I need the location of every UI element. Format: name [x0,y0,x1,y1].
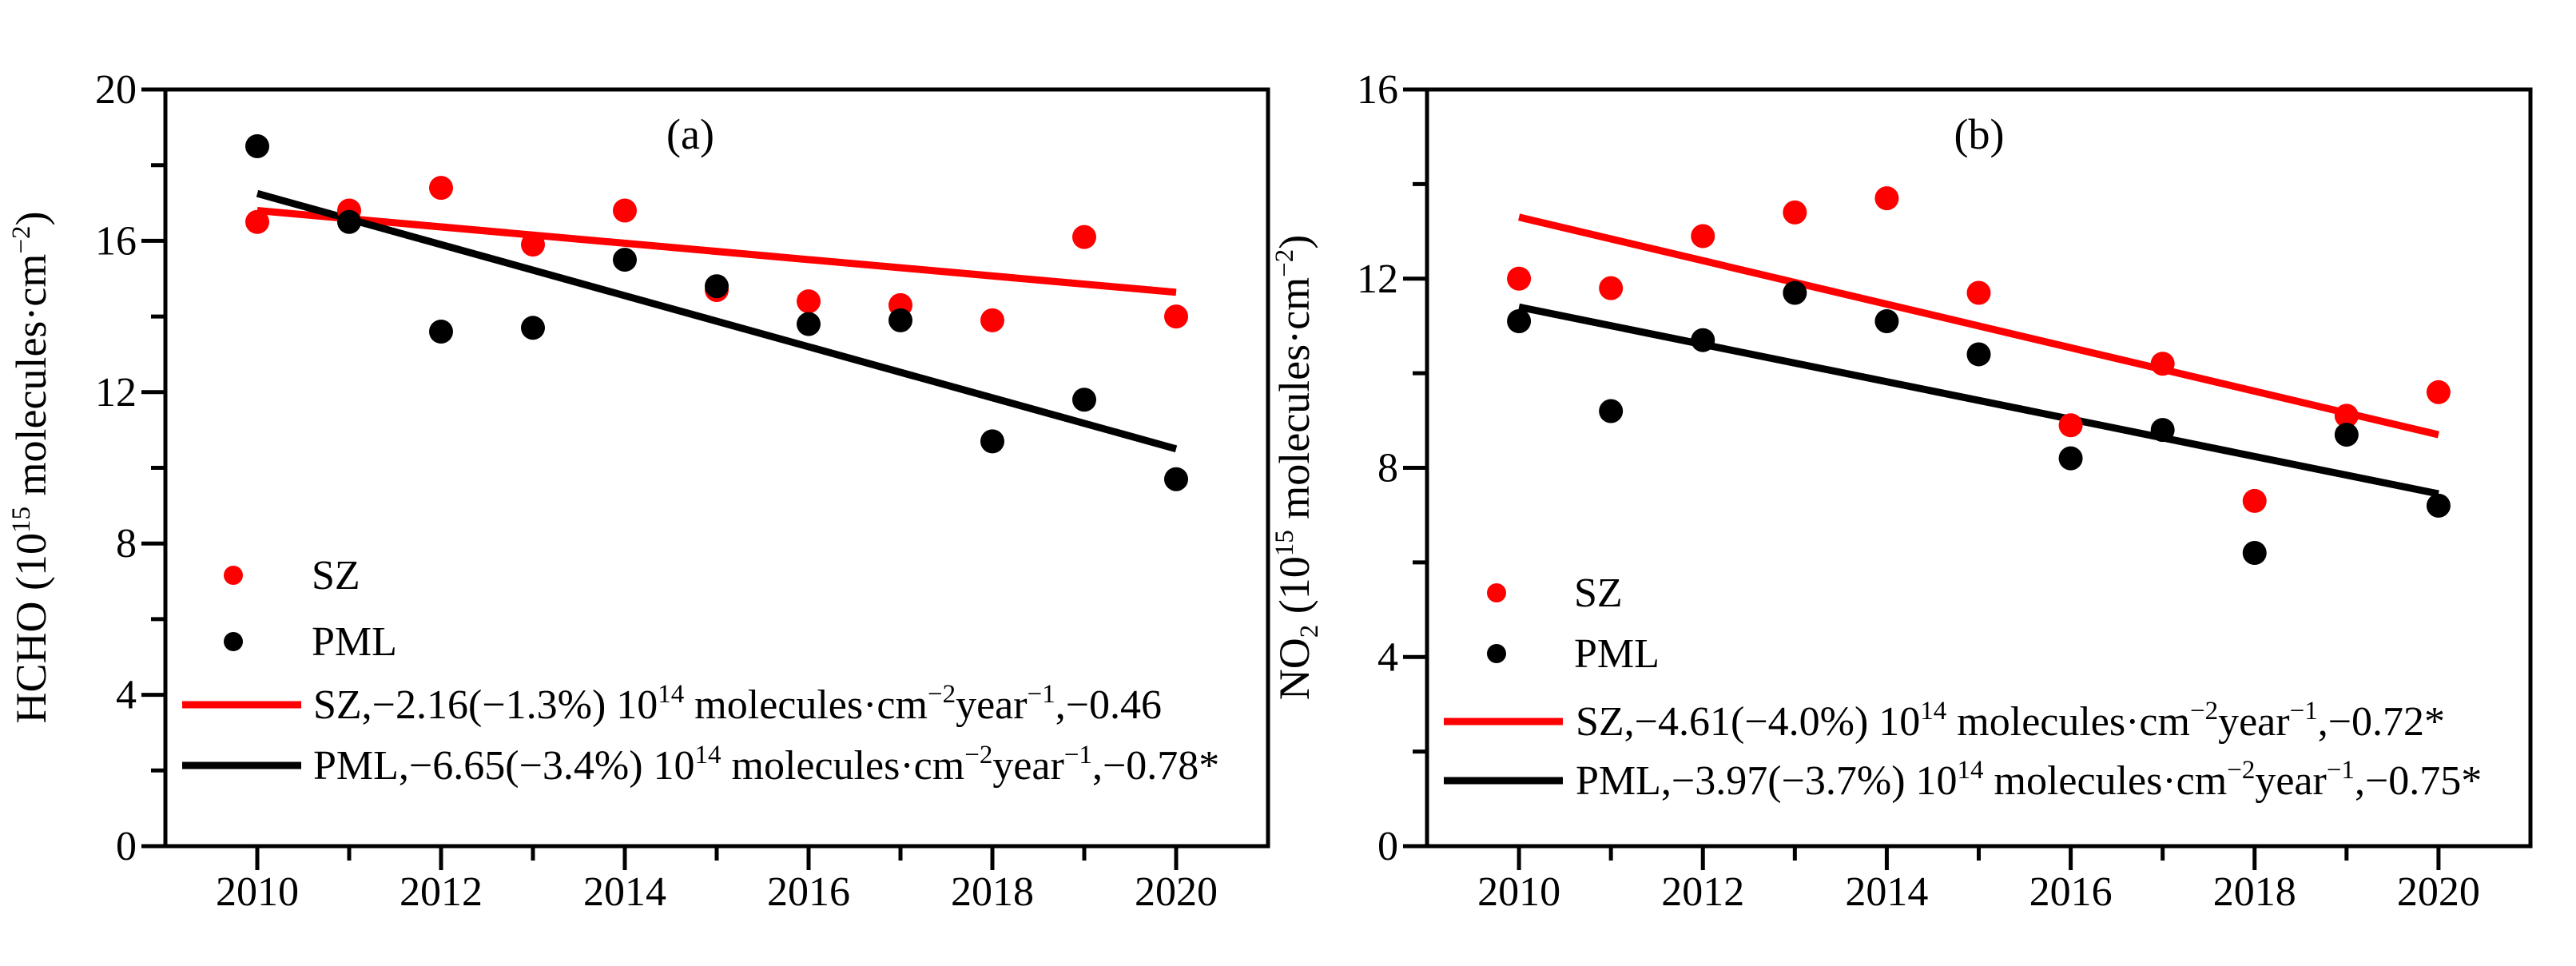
panel-a-sz-data-point [1072,225,1096,249]
panel-b-sz-data-point [1691,224,1715,248]
panel-a-sz-data-point [797,289,821,314]
panel-b-pml-data-point [1507,309,1532,334]
panel-b-x-tick-label: 2010 [1477,869,1560,915]
panel-a-y-tick-label: 12 [95,370,137,415]
panel-b-sz-data-point [1783,200,1807,225]
panel-a-sz-data-point [521,233,545,257]
panel-b-x-tick-label: 2014 [1845,869,1928,915]
panel-b-legend-sz-label: SZ [1574,570,1623,616]
panel-b-legend-pml-dot [1487,644,1506,663]
panel-a-y-tick-label: 16 [95,218,137,264]
panel-a-x-tick-label: 2014 [583,869,666,915]
panel-b-sz-data-point [2426,380,2451,404]
panel-a-y-tick-label: 4 [116,673,137,718]
panel-a-pml-data-point [705,274,729,299]
panel-b-pml-data-point [2242,541,2267,566]
panel-a-x-tick-label: 2016 [767,869,850,915]
panel-b-pml-data-point [1966,342,1991,367]
panel-b-x-tick-label: 2016 [2029,869,2113,915]
panel-a-pml-data-point [337,209,361,234]
panel-a-letter-label: (a) [666,110,714,158]
panel-a-x-tick-label: 2012 [400,869,483,915]
panel-a-pml-data-point [429,320,453,344]
panel-b-sz-data-point [2150,352,2175,376]
panel-a-pml-data-point [980,429,1004,454]
panel-b-letter-label: (b) [1954,110,2005,158]
panel-b-x-tick-label: 2012 [1661,869,1744,915]
panel-b-y-tick-label: 0 [1377,824,1398,869]
panel-b-pml-data-point [1691,328,1715,352]
panel-a-pml-data-point [521,316,545,340]
panel-a-pml-data-point [888,308,912,332]
panel-b-sz-trend-line [1518,213,2439,439]
panel-b-legend-sz-trend-label: SZ,−4.61(−4.0%) 1014 molecules·cm−2year−… [1576,697,2445,745]
panel-b-sz-data-point [1507,266,1532,291]
panel-b-pml-trend-line [1518,303,2439,498]
panel-b-y-tick-label: 8 [1377,446,1398,491]
panel-a-frame [163,87,1270,849]
panel-a-legend-sz-label: SZ [312,553,360,598]
panel-a-sz-data-point [1164,304,1188,329]
panel-a-legend-pml-trend-label: PML,−6.65(−3.4%) 1014 molecules·cm−2year… [313,741,1219,789]
panel-b-pml-data-point [1599,399,1624,423]
panel-a-x-tick-label: 2010 [216,869,299,915]
panel-b-pml-data-point [1874,309,1899,334]
panel-a-legend-sz-trend-label: SZ,−2.16(−1.3%) 1014 molecules·cm−2year−… [313,680,1162,728]
panel-b-pml-data-point [1783,280,1807,305]
panel-b-sz-data-point [1599,276,1624,300]
panel-a-sz-trend-line [256,207,1177,296]
panel-a-pml-trend-line [256,189,1178,453]
panel-b-pml-data-point [2334,423,2359,447]
panel-a-y-tick-label: 0 [116,824,137,869]
panel-a-pml-data-point [1164,467,1188,491]
panel-b-sz-data-point [1966,280,1991,305]
panel-b-pml-data-point [2150,418,2175,443]
panel-b-y-axis-label: NO2 (1015 molecules·cm−2) [1270,235,1324,700]
panel-a-sz-data-point [429,176,453,201]
panel-b-legend-pml-label: PML [1574,631,1660,677]
panel-a-sz-data-point [980,308,1004,332]
panel-a-x-tick-label: 2020 [1135,869,1218,915]
panel-a-legend-pml-label: PML [312,619,397,665]
panel-b-y-tick-label: 12 [1357,256,1398,302]
panel-a-y-axis-label: HCHO (1015 molecules·cm−2) [7,212,55,724]
panel-b-sz-data-point [2242,488,2267,513]
panel-b-pml-data-point [2426,493,2451,518]
panel-b-sz-data-point [2058,413,2083,438]
panel-a-legend-sz-dot [224,566,243,585]
panel-a-legend-pml-dot [224,632,243,651]
panel-a-pml-data-point [1072,388,1096,412]
panel-b-legend-pml-trend-label: PML,−3.97(−3.7%) 1014 molecules·cm−2year… [1576,756,2482,804]
panel-a-x-tick-label: 2018 [951,869,1034,915]
panel-b-y-tick-label: 16 [1357,67,1398,113]
panel-a-y-tick-label: 20 [95,67,137,113]
panel-b-x-tick-label: 2018 [2213,869,2296,915]
panel-b-pml-data-point [2058,446,2083,471]
panel-b-sz-data-point [2334,403,2359,428]
panel-a-y-tick-label: 8 [116,521,137,566]
panel-a-sz-data-point [613,198,637,223]
panel-b-legend-sz-dot [1487,583,1506,602]
panel-a-pml-data-point [797,312,821,336]
panel-a-pml-data-point [245,134,269,159]
panel-b-sz-data-point [1874,186,1899,211]
panel-a-pml-data-point [613,248,637,272]
panel-b-x-tick-label: 2020 [2397,869,2480,915]
panel-a-sz-data-point [245,209,269,234]
panel-b-y-tick-label: 4 [1377,634,1398,680]
